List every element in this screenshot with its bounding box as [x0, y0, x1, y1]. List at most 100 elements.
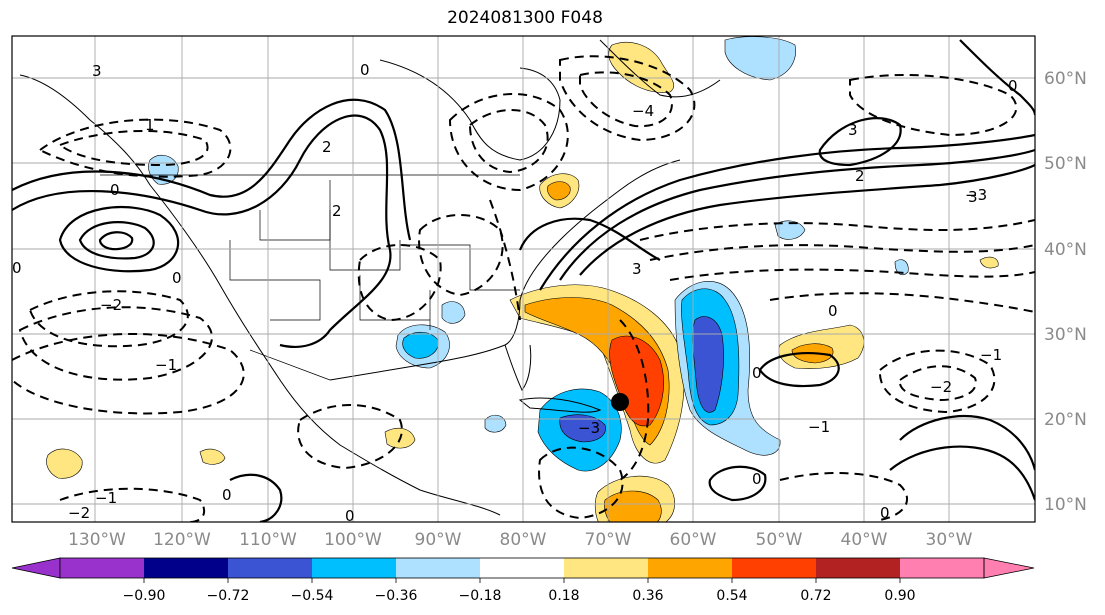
- contour-label: −2: [68, 504, 90, 522]
- contour-label: 0: [360, 61, 370, 79]
- gulf-coast: [329, 159, 681, 381]
- negative-anomaly-area: [441, 301, 466, 324]
- colorbar-swatch: [900, 558, 984, 578]
- positive-anomaly-area: [199, 448, 226, 465]
- contour-label: −2: [100, 296, 122, 314]
- lon-label: 70°W: [585, 530, 632, 550]
- colorbar-right-extend: [983, 557, 1035, 579]
- shading-layer: [46, 36, 999, 522]
- negative-anomaly-area: [774, 220, 806, 240]
- contour-label: 2: [332, 202, 342, 220]
- positive-anomaly-area: [604, 490, 662, 522]
- contour-label: −2: [930, 378, 952, 396]
- contour-label: 0: [222, 486, 232, 504]
- contour-label: 2: [322, 138, 332, 156]
- contour-label: 0: [752, 470, 762, 488]
- colorbar-tick-label: 0.90: [884, 588, 915, 604]
- negative-anomaly-area: [559, 414, 606, 443]
- contour-label: 0: [1008, 77, 1018, 95]
- positive-anomaly-area: [547, 181, 571, 201]
- contour-label: −4: [632, 102, 654, 120]
- lat-label: 30°N: [1044, 325, 1087, 345]
- lon-label: 120°W: [153, 530, 211, 550]
- contour-label: 0: [828, 302, 838, 320]
- positive-contours: [12, 39, 1035, 522]
- north-america-coast: [19, 74, 501, 516]
- contour-label: −3: [965, 186, 987, 204]
- map-background: [12, 36, 1035, 522]
- lon-label: 50°W: [756, 530, 803, 550]
- colorbar-tick-label: 0.18: [548, 588, 579, 604]
- contour-label: 0: [880, 504, 890, 522]
- greenland-coast: [599, 39, 721, 98]
- contour-label: 0: [172, 269, 182, 287]
- lon-label: 80°W: [500, 530, 547, 550]
- colorbar-tick-label: 0.54: [716, 588, 747, 604]
- colorbar-left-extend: [11, 557, 61, 579]
- positive-anomaly-area: [608, 41, 675, 93]
- lat-label: 40°N: [1044, 240, 1087, 260]
- lon-label: 40°W: [841, 530, 888, 550]
- contour-label: −3: [578, 419, 600, 437]
- storm-center-marker: [611, 393, 629, 411]
- lon-label: 30°W: [926, 530, 973, 550]
- lat-label: 50°N: [1044, 154, 1087, 174]
- contour-label: −1: [980, 346, 1002, 364]
- colorbar-tick-label: 0.72: [800, 588, 831, 604]
- colorbar-tick-label: −0.18: [459, 588, 502, 604]
- negative-anomaly-area: [484, 414, 507, 433]
- colorbar-swatch: [60, 558, 144, 578]
- contour-label: −1: [95, 489, 117, 507]
- contour-label: 1: [145, 116, 155, 134]
- contour-label: −1: [808, 418, 830, 436]
- contour-labels: 3 2 2 3 3 3 2 1 0 0 0 0 0 0 0 0 0 0 0 −1…: [12, 61, 1018, 525]
- colorbar-swatch: [144, 558, 228, 578]
- lon-label: 110°W: [239, 530, 297, 550]
- latitude-labels: 60°N 50°N 40°N 30°N 20°N 10°N: [1044, 69, 1087, 515]
- lon-label: 60°W: [670, 530, 717, 550]
- lon-label: 90°W: [415, 530, 462, 550]
- contour-label: 3: [632, 260, 642, 278]
- colorbar-tick-label: −0.36: [375, 588, 418, 604]
- coastline-layer: [19, 39, 721, 516]
- positive-anomaly-area: [979, 256, 999, 269]
- positive-anomaly-area: [46, 448, 83, 479]
- lon-label: 130°W: [68, 530, 126, 550]
- colorbar-swatch: [480, 558, 564, 578]
- colorbar-swatch: [396, 558, 480, 578]
- colorbar-outline: [59, 557, 985, 579]
- negative-anomaly-area: [402, 331, 439, 359]
- colorbar-tick-label: −0.54: [291, 588, 334, 604]
- lat-label: 10°N: [1044, 495, 1087, 515]
- contour-label: 0: [752, 364, 762, 382]
- colorbar-swatch: [564, 558, 648, 578]
- colorbar-tick-label: 0.36: [632, 588, 663, 604]
- contour-label: 2: [855, 167, 865, 185]
- hudson-bay-coast: [379, 59, 561, 161]
- contour-label: 3: [968, 188, 978, 206]
- florida-coast: [504, 344, 532, 391]
- colorbar-swatch: [648, 558, 732, 578]
- contour-label: 0: [345, 507, 355, 525]
- negative-anomaly-area: [692, 316, 724, 413]
- colorbar-swatch: [816, 558, 900, 578]
- contour-label: 3: [848, 121, 858, 139]
- lat-label: 20°N: [1044, 410, 1087, 430]
- colorbar-tick-label: −0.90: [123, 588, 166, 604]
- contour-label: 0: [12, 259, 22, 277]
- map-frame: [11, 35, 1036, 523]
- negative-anomaly-area: [724, 36, 796, 81]
- contour-label: 0: [110, 181, 120, 199]
- colorbar: −0.90 −0.72 −0.54 −0.36 −0.18 0.18 0.36 …: [11, 557, 1035, 604]
- negative-contours: [12, 55, 1035, 522]
- map-title: 2024081300 F048: [447, 8, 603, 28]
- lat-label: 60°N: [1044, 69, 1087, 89]
- border-layer: [100, 174, 520, 381]
- colorbar-tick-label: −0.72: [207, 588, 250, 604]
- lon-label: 100°W: [324, 530, 382, 550]
- colorbar-swatch: [312, 558, 396, 578]
- cuba-coast: [518, 397, 602, 413]
- colorbar-swatch: [228, 558, 312, 578]
- contour-label: −1: [155, 356, 177, 374]
